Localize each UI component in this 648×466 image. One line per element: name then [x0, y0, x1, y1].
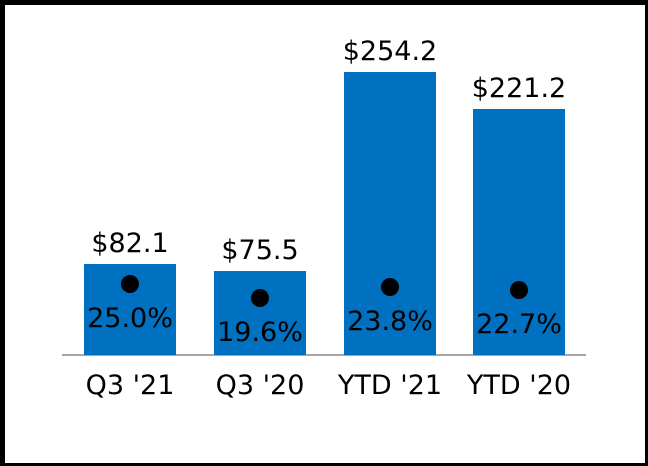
percent-label: 25.0%: [87, 303, 173, 335]
bar-value-label: $82.1: [91, 227, 169, 259]
percent-label: 19.6%: [217, 317, 303, 349]
data-point-marker: [251, 289, 269, 308]
x-axis-label: YTD '20: [466, 370, 572, 401]
bar: [473, 108, 565, 355]
data-point-marker: [510, 280, 528, 299]
x-axis-label: Q3 '21: [85, 370, 175, 401]
bar-value-label: $254.2: [342, 36, 438, 68]
bar-value-label: $221.2: [471, 72, 567, 104]
data-point-marker: [121, 275, 139, 294]
x-axis-label: Q3 '20: [215, 370, 305, 401]
x-axis-line: [62, 354, 586, 356]
data-point-marker: [381, 278, 399, 297]
bar: [344, 72, 436, 355]
percent-label: 22.7%: [476, 308, 562, 340]
percent-label: 23.8%: [347, 306, 433, 338]
bar: [214, 270, 306, 355]
bar-value-label: $75.5: [221, 234, 299, 266]
x-axis-label: YTD '21: [337, 370, 443, 401]
